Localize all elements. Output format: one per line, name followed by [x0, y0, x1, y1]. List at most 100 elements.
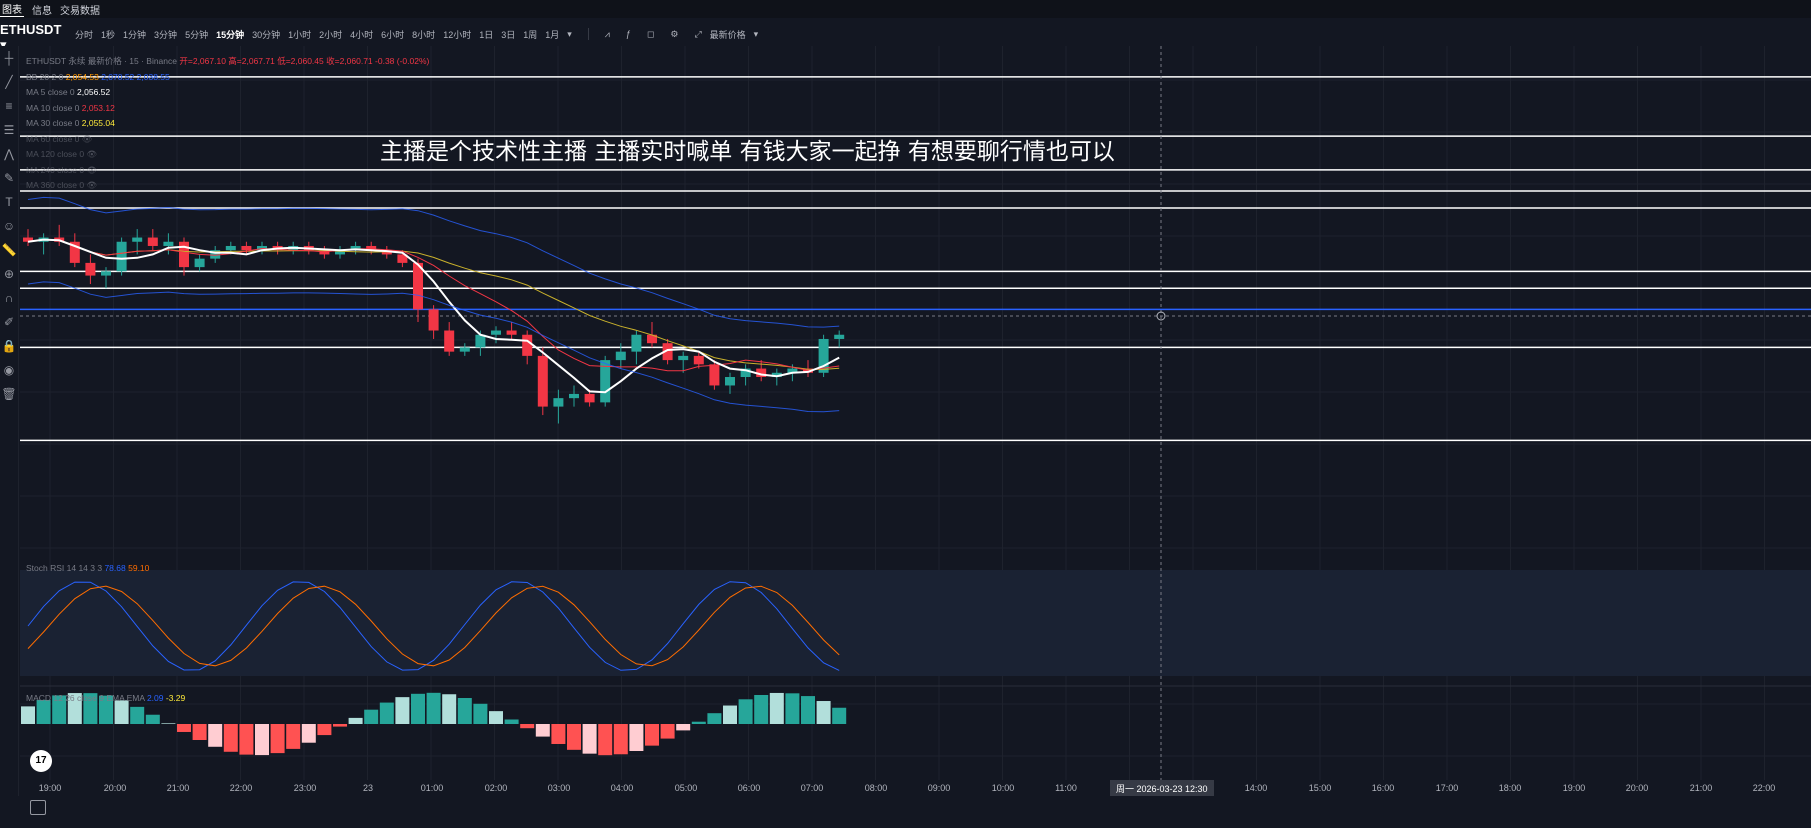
timeframe-2[interactable]: 1分钟 — [123, 29, 147, 40]
zoom-icon[interactable]: ⊕ — [3, 267, 15, 281]
eye-icon[interactable]: 👁 — [86, 164, 98, 175]
lock-icon[interactable]: 🔒 — [1, 339, 17, 353]
text-icon[interactable]: T — [5, 195, 13, 209]
timeframe-10[interactable]: 6小时 — [381, 29, 405, 40]
legend-header: ETHUSDT 永续 最新价格 · 15 · Binance 开=2,067.1… — [26, 56, 430, 66]
candle-body — [537, 355, 548, 407]
legend-ma10: MA 10 close 0 2,053.12 — [26, 102, 115, 113]
macd-bar — [317, 724, 332, 736]
macd-bar — [67, 693, 82, 724]
time-tick: 22:00 — [229, 783, 253, 793]
macd-bar — [707, 713, 722, 724]
macd-bar — [223, 724, 238, 752]
eye-icon[interactable]: ◉ — [3, 363, 15, 377]
tradingview-logo: 17 — [30, 750, 52, 772]
candle-body — [491, 330, 501, 335]
stoch-rsi-legend: Stoch RSI 14 14 3 3 78.68 59.10 — [26, 563, 150, 573]
candle-body — [569, 393, 579, 399]
horizontal-line-icon[interactable]: ≡ — [5, 99, 13, 113]
candle-body — [132, 237, 143, 242]
ma10-line — [27, 239, 840, 372]
macd-bar — [832, 707, 847, 724]
macd-bar — [457, 698, 472, 724]
emoji-icon[interactable]: ☺ — [2, 219, 16, 233]
macd-bar — [379, 702, 394, 724]
timeframe-11[interactable]: 8小时 — [412, 29, 436, 40]
time-tick: 19:00 — [1562, 783, 1586, 793]
tab-info[interactable]: 信息 — [32, 5, 52, 17]
candle-body — [725, 377, 735, 386]
ruler-icon[interactable]: 📏 — [1, 243, 17, 257]
crosshair-icon[interactable]: ┼ — [4, 51, 14, 65]
fullscreen-icon[interactable]: ⤢ — [694, 28, 702, 39]
legend-ma240: MA 240 close 0 👁 — [26, 164, 98, 175]
time-tick: 05:00 — [674, 783, 698, 793]
candle-body — [23, 237, 33, 242]
macd-bar — [582, 724, 597, 754]
timeframe-1[interactable]: 1秒 — [101, 29, 116, 40]
legend-ma30: MA 30 close 0 2,055.04 — [26, 118, 115, 128]
fib-icon[interactable]: ☰ — [3, 123, 15, 137]
magnet-icon[interactable]: ∩ — [4, 291, 14, 305]
candle-body — [771, 372, 782, 378]
time-tick: 11:00 — [1055, 783, 1077, 793]
time-axis[interactable]: 19:00 20:00 21:00 22:00 23:00 23 01:00 02:00 03:… — [0, 780, 1811, 796]
symbol-name[interactable]: ETHUSDT ▾ — [0, 22, 62, 52]
timeframe-8[interactable]: 2小时 — [319, 29, 343, 40]
candle-body — [101, 271, 111, 276]
timeframe-15[interactable]: 1周 — [523, 29, 538, 40]
camera-icon[interactable]: ◻ — [646, 28, 655, 39]
timeframe-12[interactable]: 12小时 — [443, 29, 472, 40]
macd-bar — [301, 724, 316, 743]
pattern-icon[interactable]: ⋀ — [4, 147, 14, 161]
time-tick: 15:00 — [1308, 783, 1332, 793]
more-timeframes-icon[interactable]: ▾ — [567, 28, 572, 39]
calendar-icon[interactable] — [30, 800, 46, 815]
trash-icon[interactable]: 🗑 — [1, 387, 17, 401]
timeframe-7[interactable]: 1小时 — [288, 29, 312, 40]
macd-bar — [676, 724, 691, 731]
brush-icon[interactable]: ✎ — [3, 171, 15, 185]
candle-body — [553, 398, 564, 407]
timeframe-16[interactable]: 1月 — [545, 29, 560, 40]
bottom-bar — [0, 796, 1811, 828]
macd-bar — [52, 695, 67, 724]
macd-bar — [208, 724, 223, 747]
chevron-down-icon[interactable]: ▾ — [753, 28, 759, 39]
time-tick: 17:00 — [1435, 783, 1459, 793]
timeframe-6[interactable]: 30分钟 — [252, 29, 281, 40]
eye-icon[interactable]: 👁 — [86, 180, 98, 190]
time-tick: 23 — [362, 783, 374, 793]
candle-body — [709, 364, 720, 386]
eye-icon[interactable]: 👁 — [81, 133, 93, 144]
eye-icon[interactable]: 👁 — [86, 149, 98, 159]
timeframe-5[interactable]: 15分钟 — [216, 29, 245, 40]
timeframe-3[interactable]: 3分钟 — [154, 29, 178, 40]
timeframe-13[interactable]: 1日 — [479, 29, 494, 40]
chart-type-icon[interactable]: ⩘ — [604, 28, 610, 39]
timeframe-9[interactable]: 4小时 — [350, 29, 374, 40]
indicator-icon[interactable]: ƒ — [625, 29, 631, 39]
price-type-select[interactable]: 最新价格 — [709, 29, 746, 40]
macd-bar — [489, 711, 503, 724]
macd-bar — [754, 694, 769, 724]
tab-trade-data[interactable]: 交易数据 — [60, 5, 100, 17]
time-tick: 18:00 — [1498, 783, 1522, 793]
macd-bar — [255, 724, 269, 756]
timeframe-4[interactable]: 5分钟 — [185, 29, 209, 40]
macd-bar — [660, 724, 675, 739]
candle-body — [194, 258, 205, 268]
tab-chart[interactable]: 图表 — [0, 1, 24, 17]
candle-body — [647, 334, 657, 344]
trendline-icon[interactable]: ╱ — [5, 75, 13, 89]
timeframe-0[interactable]: 分时 — [75, 29, 94, 40]
macd-bar — [333, 724, 347, 727]
time-tick: 20:00 — [1625, 783, 1649, 793]
settings-icon[interactable]: ⚙ — [670, 28, 679, 39]
timeframe-14[interactable]: 3日 — [501, 29, 516, 40]
top-tabs: 图表 信息 交易数据 — [0, 0, 1811, 18]
candle-body — [631, 334, 642, 352]
legend-ma60: MA 60 close 0 👁 — [26, 133, 93, 144]
lock-drawing-icon[interactable]: ✐ — [3, 315, 15, 329]
